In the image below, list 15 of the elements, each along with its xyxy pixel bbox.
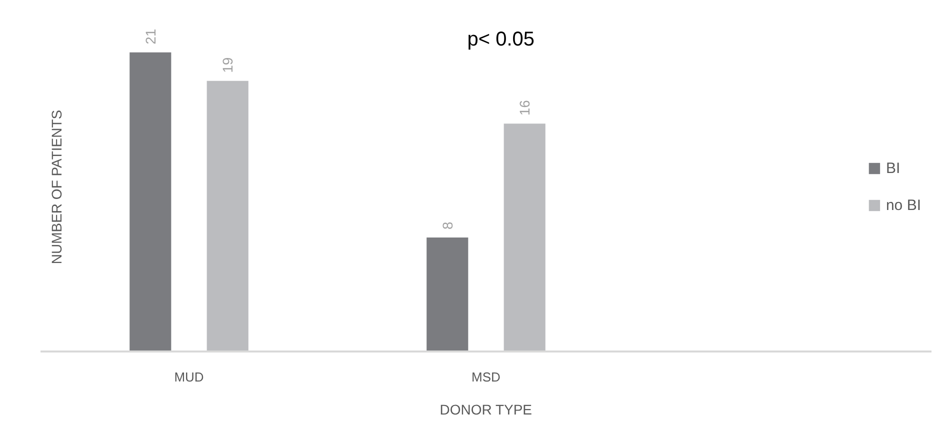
data-label: 16	[516, 100, 533, 116]
y-axis-title: NUMBER OF PATIENTS	[48, 110, 64, 264]
data-label: 21	[142, 28, 158, 44]
legend-label: BI	[886, 160, 902, 176]
bar	[206, 80, 248, 352]
bar	[426, 238, 468, 352]
x-tick-label: MUD	[174, 370, 204, 384]
data-label: 19	[220, 57, 236, 73]
data-label: 8	[439, 222, 456, 230]
bar	[504, 124, 546, 352]
legend-label: no BI	[886, 196, 921, 214]
x-tick-label: MSD	[472, 370, 500, 384]
text: p< 0.05	[467, 28, 535, 50]
bar	[130, 52, 172, 352]
x-axis-title: DONOR TYPE	[440, 402, 532, 418]
